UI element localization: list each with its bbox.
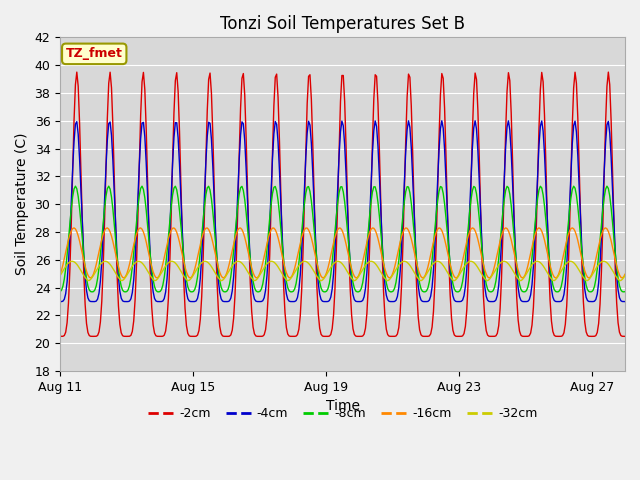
X-axis label: Time: Time [326,399,360,413]
Legend: -2cm, -4cm, -8cm, -16cm, -32cm: -2cm, -4cm, -8cm, -16cm, -32cm [143,402,542,425]
Text: TZ_fmet: TZ_fmet [66,48,123,60]
Y-axis label: Soil Temperature (C): Soil Temperature (C) [15,133,29,276]
Title: Tonzi Soil Temperatures Set B: Tonzi Soil Temperatures Set B [220,15,465,33]
